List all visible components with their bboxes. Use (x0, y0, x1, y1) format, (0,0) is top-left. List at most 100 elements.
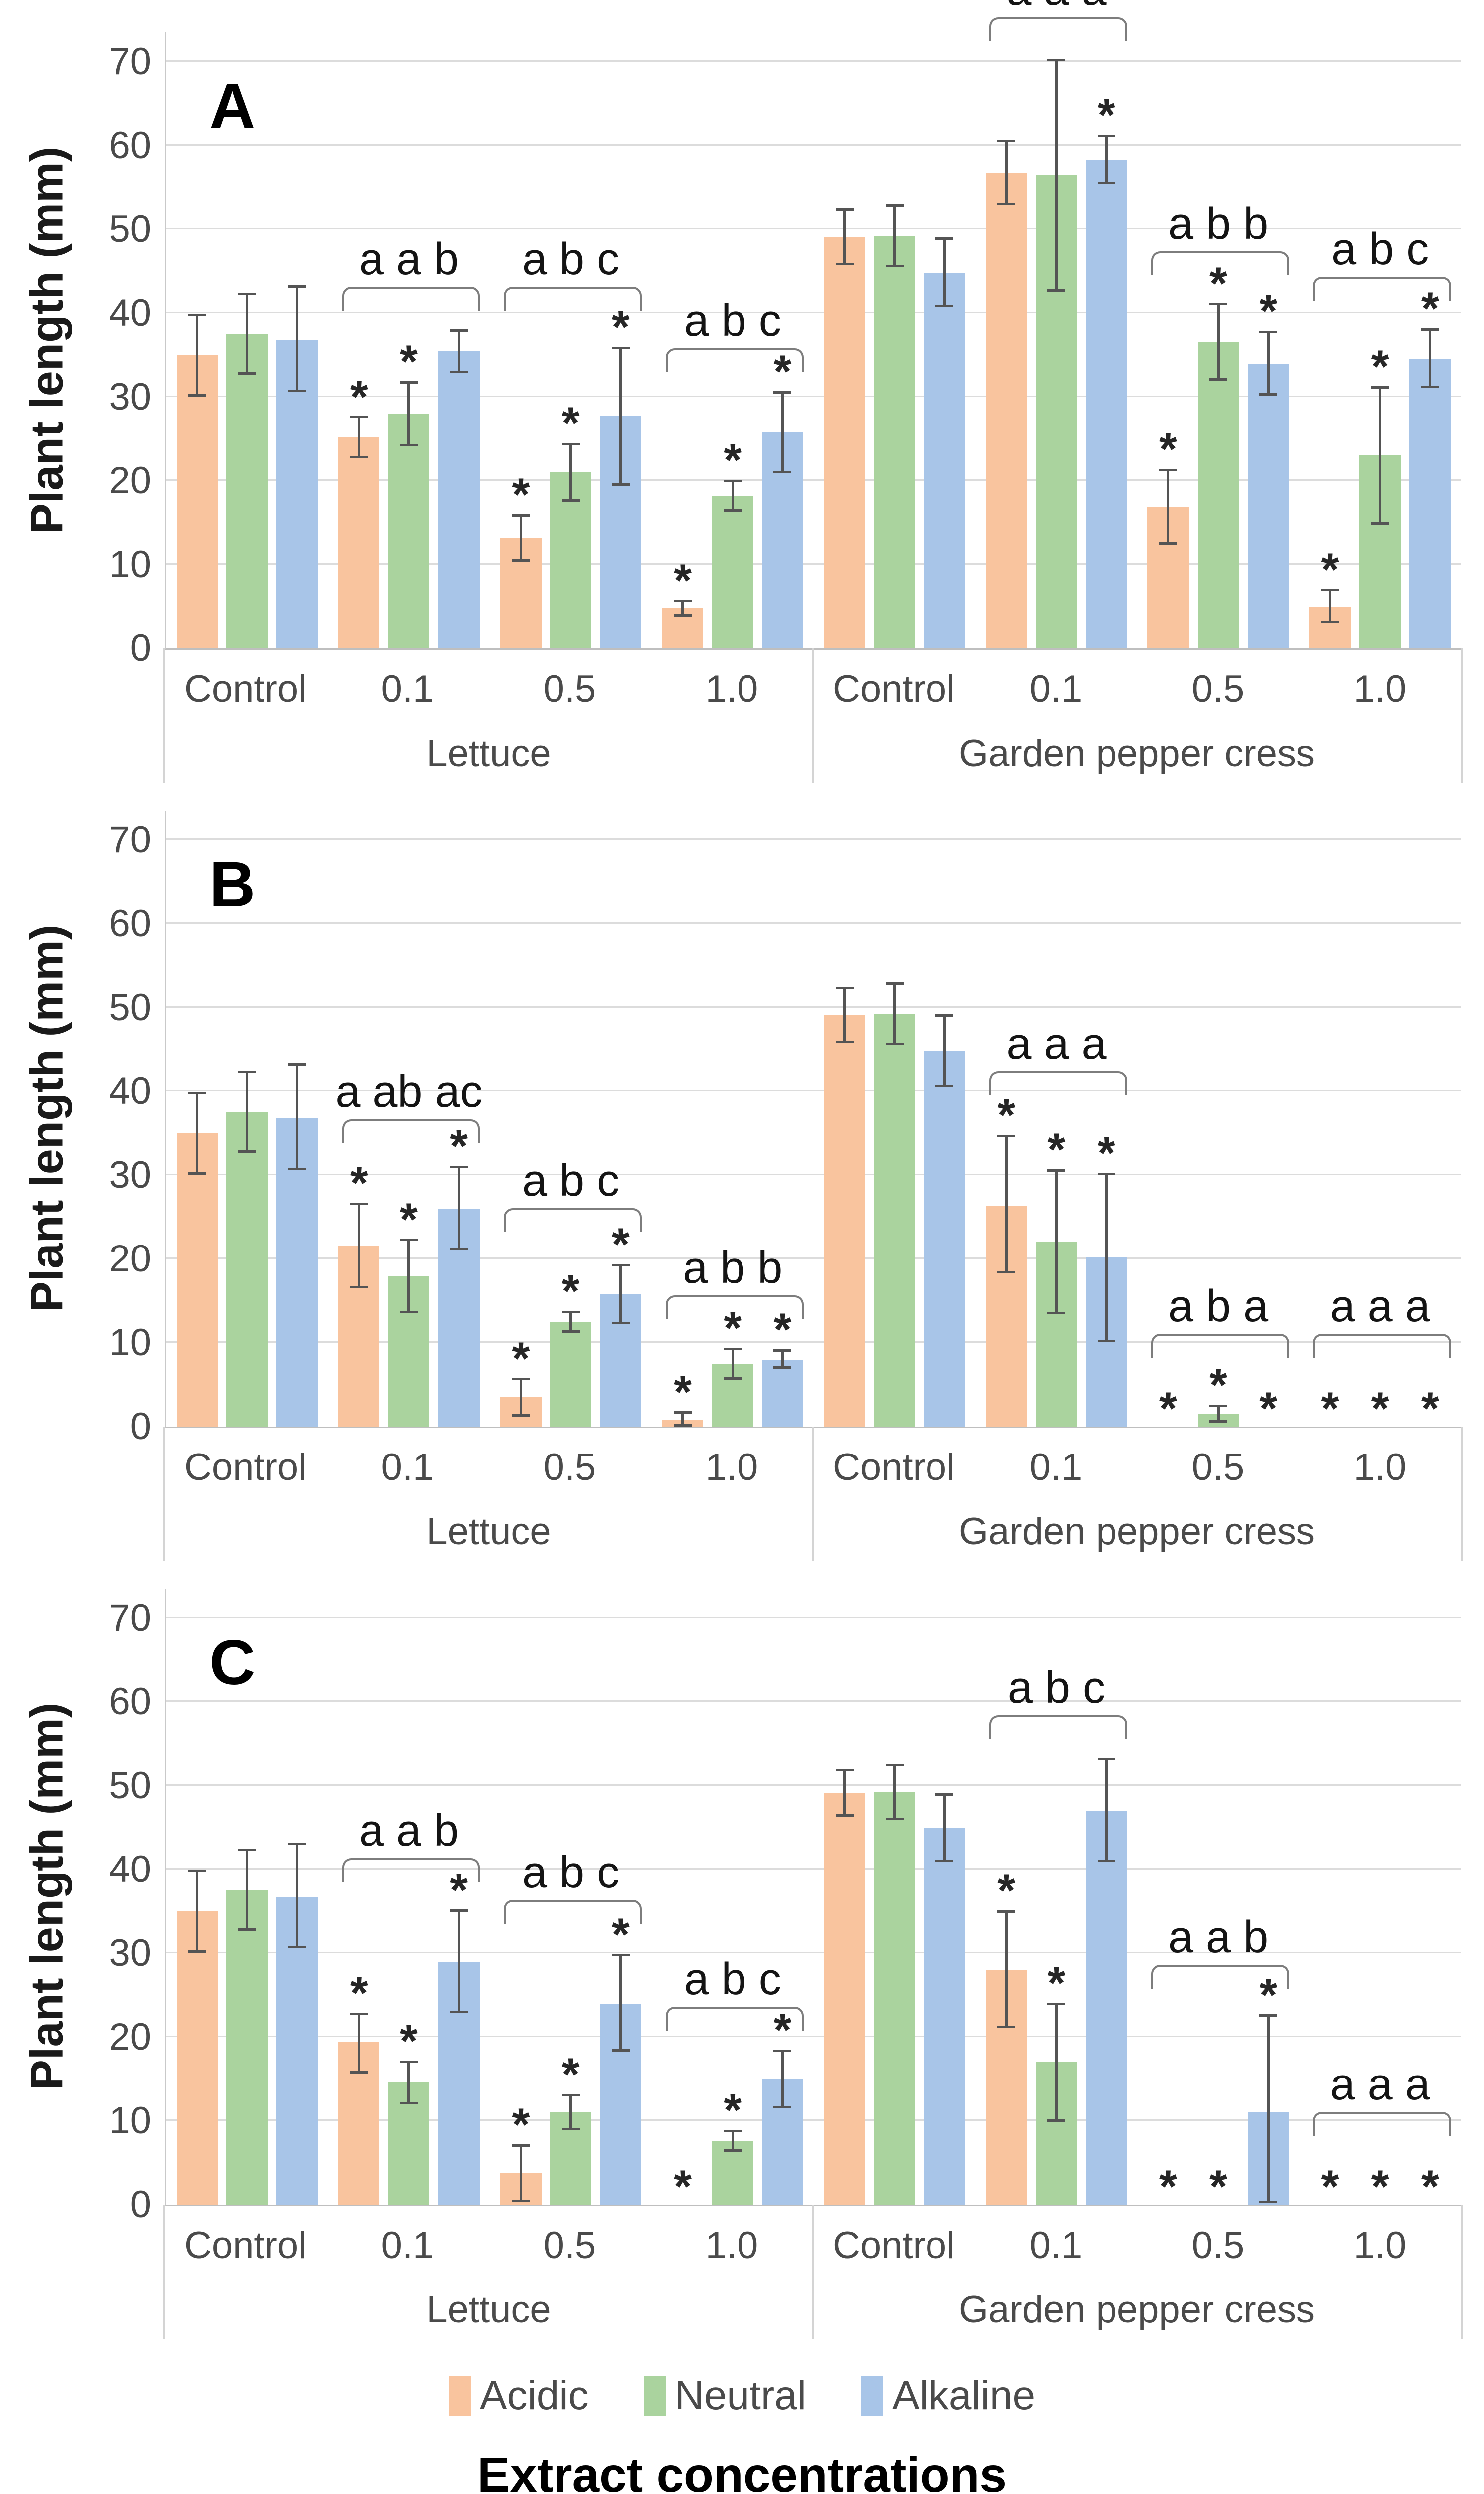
comparison-letters: a b c (684, 1954, 781, 2004)
legend: Acidic Neutral Alkaline (0, 2375, 1484, 2416)
concentration-label: 0.5 (1191, 2224, 1245, 2267)
y-tick-label: 70 (109, 818, 151, 861)
bar-slot: * (1307, 811, 1353, 1432)
error-bar (1217, 304, 1220, 380)
significance-asterisk: * (400, 336, 418, 387)
error-bar (569, 2094, 572, 2129)
concentration-labels: Control 0.1 0.5 1.0 Control 0.1 0.5 1.0 (165, 2205, 1461, 2267)
concentration-label: 1.0 (705, 668, 758, 710)
bar-slot: * (759, 811, 805, 1427)
bar-slot: * (1195, 32, 1241, 648)
significance-asterisk: * (561, 398, 580, 449)
comparison-letters: a b c (522, 1156, 620, 1206)
bar-alkaline (1086, 160, 1127, 648)
y-tick-label: 20 (109, 1237, 151, 1280)
significance-asterisk: * (1047, 1958, 1066, 2009)
bar-slot: * (598, 1589, 644, 2205)
category-axis: Control 0.1 0.5 1.0 Control 0.1 0.5 1.0 Lettuce G… (163, 1427, 1463, 1561)
bar-alkaline (924, 1051, 965, 1427)
group-0.5: * * * (490, 811, 652, 1427)
bar-slot (174, 32, 220, 648)
bar-slot: * (1033, 811, 1079, 1427)
species-label: Lettuce (426, 2288, 551, 2331)
bar-alkaline (1086, 1811, 1127, 2205)
group-Control (166, 1589, 328, 2205)
x-axis-title: Extract concentrations (477, 2447, 1007, 2494)
group-1.0: * * * (1299, 32, 1461, 648)
bar-slot (922, 811, 967, 1427)
error-bar (619, 1955, 622, 2051)
error-bar (245, 294, 248, 374)
significance-asterisk: * (512, 469, 530, 521)
comparison-bracket (504, 286, 642, 311)
legend-item-acidic: Acidic (448, 2373, 589, 2418)
species-labels: Lettuce Garden pepper cress (165, 711, 1461, 783)
bar-slot: * (1407, 32, 1453, 648)
significance-asterisk: * (724, 435, 742, 486)
axis-divider-middle (812, 648, 814, 783)
group-1.0: * * * (652, 32, 814, 648)
panel-label-C: C (209, 1627, 256, 1698)
error-bar (358, 417, 361, 457)
group-0.5: * * * (490, 1589, 652, 2205)
group-1.0: * * * (1299, 1589, 1461, 2210)
bar-slot: * (1307, 32, 1353, 648)
panel-A: A Plant length (mm) 70 60 50 40 30 20 10 0 * * * * * * *… (0, 0, 1484, 783)
axis-divider-middle (812, 2205, 814, 2339)
concentration-label: 0.5 (543, 2224, 596, 2267)
error-bar (843, 209, 846, 265)
y-axis-title: Plant length (mm) (21, 924, 73, 1312)
concentration-label: 0.5 (1191, 668, 1245, 710)
y-tick-label: 20 (109, 459, 151, 502)
y-tick-label: 10 (109, 2099, 151, 2142)
concentration-label: 1.0 (705, 2224, 758, 2267)
axis-divider-right (1461, 1427, 1463, 1561)
bar-slot: * (1145, 32, 1191, 648)
bar-slot: * (386, 811, 432, 1427)
bar-slot (872, 32, 918, 648)
concentration-label: Control (833, 668, 955, 710)
error-bar (1055, 2003, 1058, 2121)
error-bar (195, 1871, 198, 1952)
y-tick-label: 70 (109, 1596, 151, 1639)
bar-slot: * (1357, 32, 1403, 648)
group-0.1: * * * (328, 1589, 490, 2205)
group-0.1: * * (975, 1589, 1137, 2205)
y-tick-label: 0 (130, 2183, 151, 2226)
gridline-70 (166, 838, 1461, 840)
comparison-bracket (1151, 251, 1290, 276)
concentration-label: Control (833, 1446, 955, 1488)
error-bar (893, 205, 896, 266)
gridline-50 (166, 227, 1461, 229)
significance-asterisk: * (512, 1333, 530, 1384)
category-axis: Control 0.1 0.5 1.0 Control 0.1 0.5 1.0 Lettuce G… (163, 2205, 1463, 2339)
legend-label-alkaline: Alkaline (892, 2373, 1036, 2418)
gridline-20 (166, 2035, 1461, 2037)
panel-label-A: A (209, 71, 256, 142)
comparison-letters: a b c (1007, 1663, 1105, 1713)
concentration-label: 0.1 (381, 1446, 434, 1488)
y-tick-label: 0 (130, 1405, 151, 1448)
y-tick-label: 0 (130, 627, 151, 669)
bar-neutral (874, 236, 916, 648)
error-bar (569, 1311, 572, 1332)
bar-acidic (338, 437, 380, 648)
bar-slot: * (336, 32, 382, 648)
legend-item-alkaline: Alkaline (861, 2375, 1035, 2416)
error-bar (245, 1849, 248, 1930)
error-bar (893, 1764, 896, 1820)
error-bar (296, 1064, 298, 1170)
significance-asterisk: * (611, 302, 630, 353)
bar-slot: * (710, 1589, 755, 2205)
legend-label-acidic: Acidic (479, 2373, 589, 2418)
y-tick-label: 60 (109, 902, 151, 945)
axis-divider-left (163, 2205, 165, 2339)
bar-slot: * (983, 1589, 1029, 2205)
concentration-label: 0.1 (381, 668, 434, 710)
y-tick-label: 30 (109, 1153, 151, 1196)
y-tick-label: 50 (109, 208, 151, 250)
error-bar (1005, 1911, 1008, 2027)
y-tick-label: 30 (109, 375, 151, 418)
bar-acidic (176, 355, 218, 648)
